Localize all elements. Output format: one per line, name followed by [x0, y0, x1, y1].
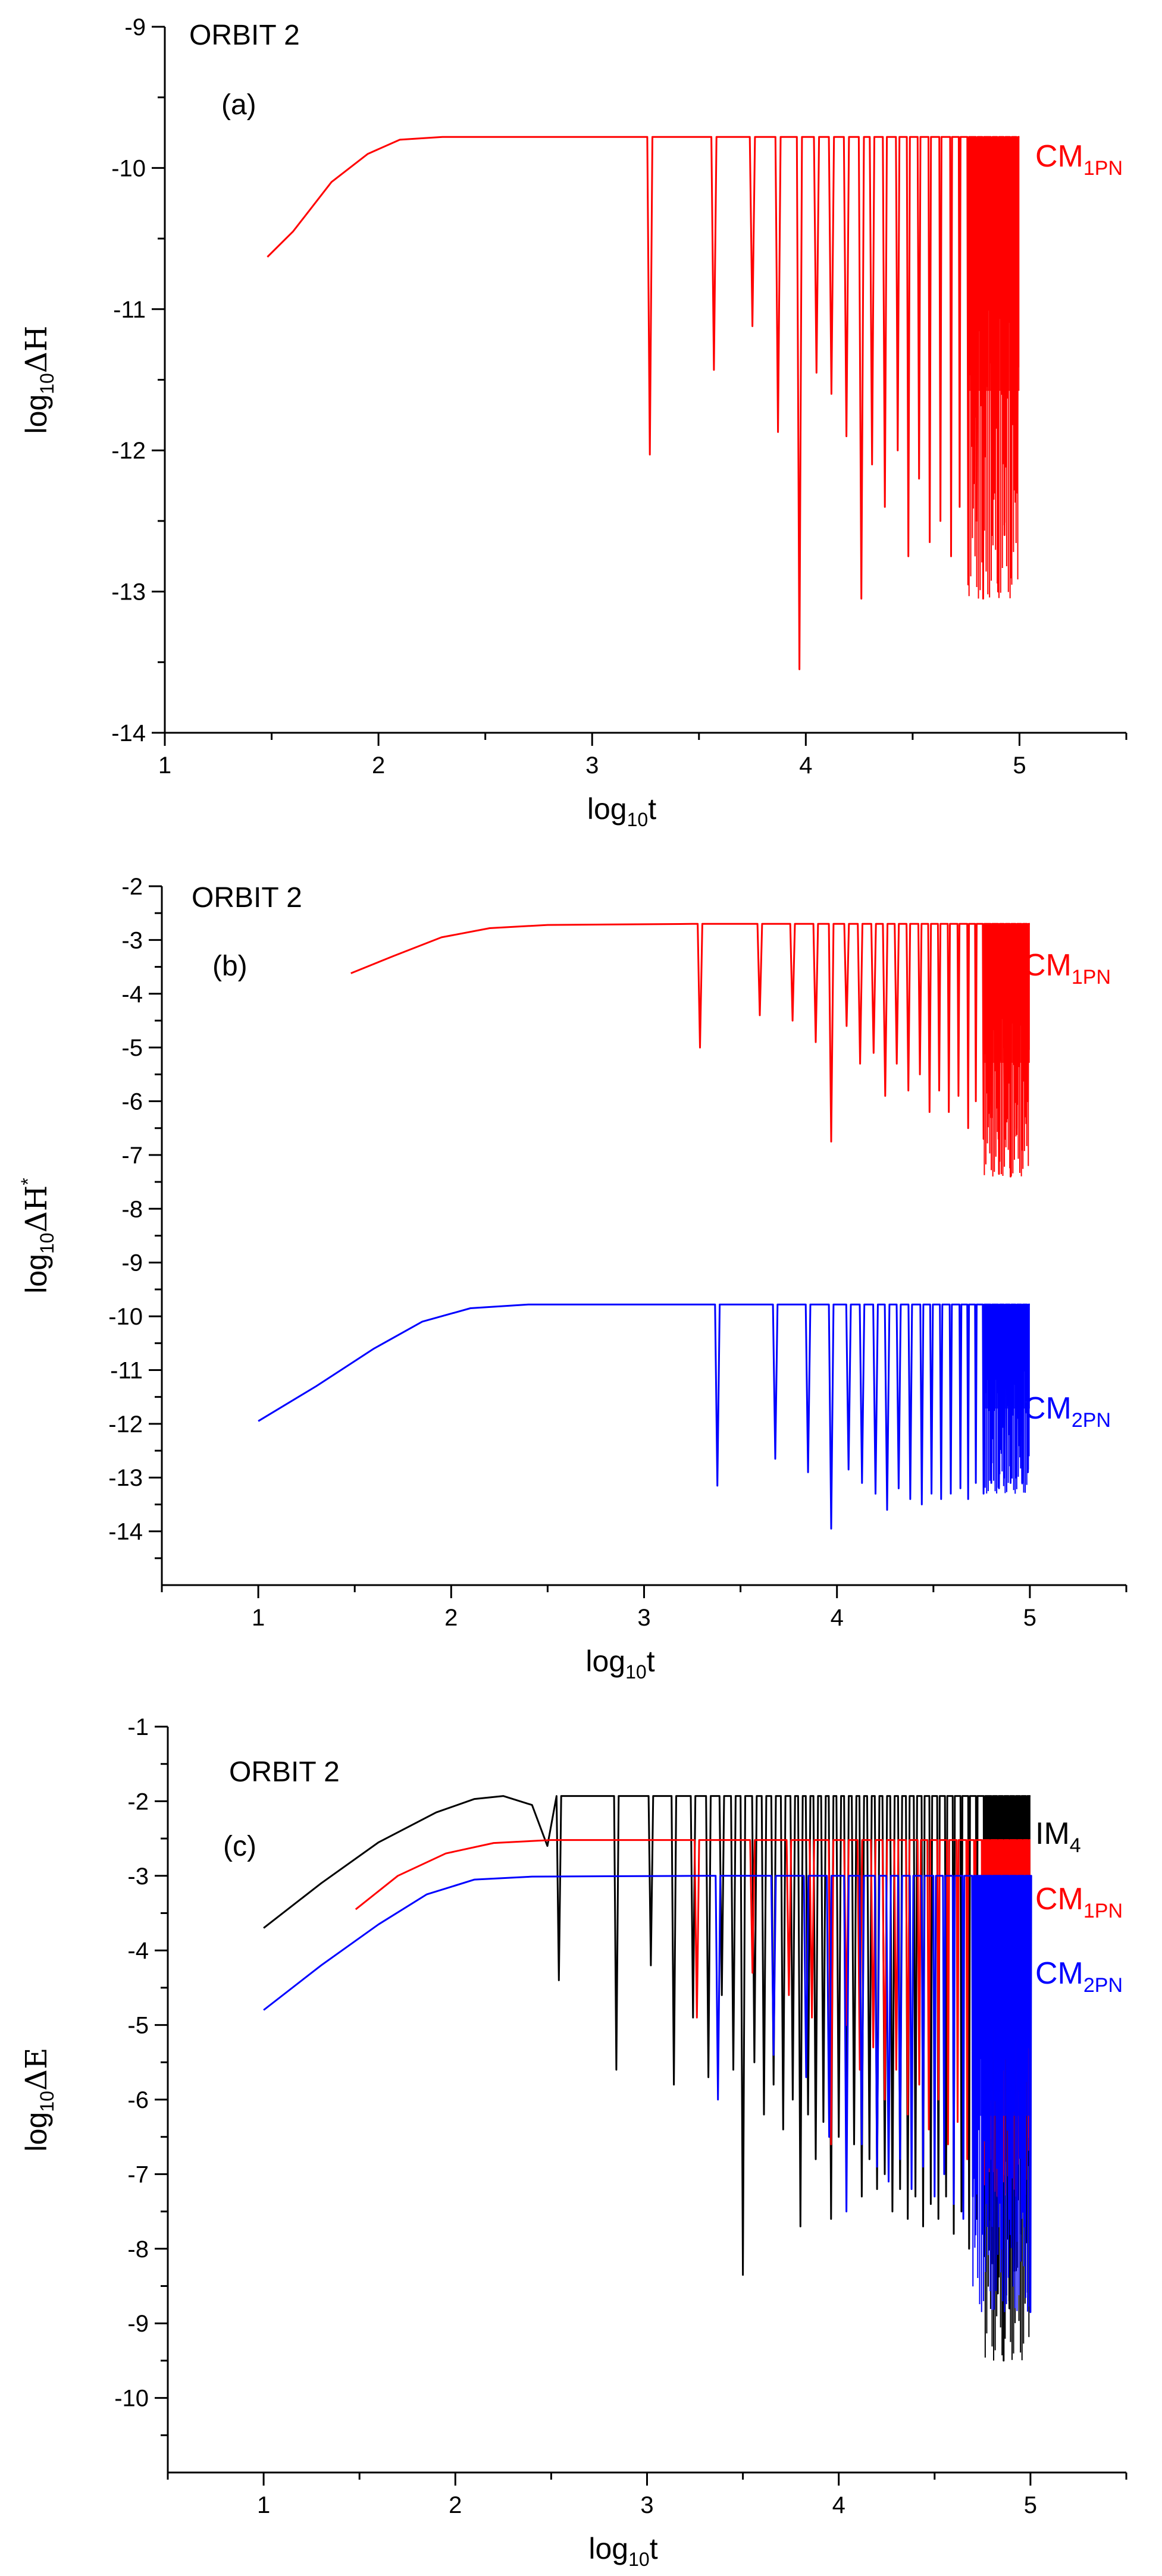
x-tick-label: 4 — [831, 1605, 844, 1631]
legend-label-CM1PN: CM1PN — [1035, 139, 1123, 180]
y-tick-label: -9 — [121, 1250, 143, 1276]
series-IM4-line — [263, 1795, 1031, 2362]
chart-title: ORBIT 2 — [189, 20, 300, 51]
chart-panel-b: 1 2 3 4 5 -2 -3 -4 -5 -6 -7 -8 -9 -10 -11 -12 -13 -14 log1… — [17, 874, 1127, 1683]
x-tick-label: 1 — [252, 1605, 265, 1631]
x-tick-label: 3 — [585, 752, 599, 779]
y-axis-label: log10ΔH* — [17, 1178, 58, 1294]
y-tick-label: -12 — [108, 1411, 143, 1438]
y-tick-label: -5 — [127, 2013, 149, 2039]
y-tick-label: -10 — [114, 2386, 149, 2412]
x-axis-label: log10t — [588, 2532, 657, 2570]
x-tick-label: 1 — [257, 2492, 270, 2518]
y-tick-label: -8 — [127, 2236, 149, 2263]
chart-title: ORBIT 2 — [229, 1756, 340, 1788]
chart-panel-a: 1 2 3 4 5 -9 -10 -11 -12 -13 -14 log10t log10ΔH ORBIT… — [19, 14, 1127, 830]
series-CM1PN — [267, 136, 1020, 670]
y-tick-label: -6 — [121, 1089, 143, 1115]
x-tick-label: 4 — [799, 752, 812, 779]
legend-label-IM4: IM4 — [1035, 1816, 1081, 1857]
series-CM2PN-line — [258, 1303, 1030, 1530]
y-tick-label: -4 — [127, 1938, 149, 1964]
series-IM4 — [263, 1795, 1031, 2362]
x-tick-label: 5 — [1024, 2492, 1037, 2518]
y-tick-label: -1 — [127, 1714, 149, 1740]
x-tick-label: 3 — [637, 1605, 650, 1631]
panel-label: (c) — [223, 1831, 256, 1862]
y-tick-label: -13 — [111, 579, 146, 605]
y-tick-label: -7 — [127, 2161, 149, 2188]
x-tick-label: 3 — [640, 2492, 653, 2518]
series-CM1PN-line — [267, 136, 1020, 670]
chart-title: ORBIT 2 — [192, 882, 302, 914]
y-axis-label: log10ΔE — [19, 2048, 58, 2152]
series-CM2PN — [263, 1875, 1032, 2313]
legend-label-CM2PN: CM2PN — [1023, 1391, 1111, 1432]
y-tick-label: -14 — [111, 720, 146, 746]
series-CM2PN — [258, 1303, 1030, 1530]
x-tick-label: 2 — [372, 752, 385, 779]
x-axis-label: log10t — [585, 1645, 654, 1683]
y-tick-label: -4 — [121, 981, 143, 1008]
legend-label-CM2PN: CM2PN — [1035, 1956, 1123, 1997]
y-tick-label: -11 — [110, 1357, 143, 1383]
x-tick-label: 2 — [449, 2492, 462, 2518]
x-tick-label: 4 — [832, 2492, 845, 2518]
y-tick-label: -11 — [113, 297, 146, 323]
y-tick-label: -2 — [121, 874, 143, 900]
y-tick-label: -10 — [108, 1304, 143, 1330]
y-tick-label: -2 — [127, 1789, 149, 1815]
y-axis-label: log10ΔH — [19, 325, 58, 434]
x-tick-label: 5 — [1023, 1605, 1036, 1631]
series-CM1PN-line — [355, 1839, 1031, 2198]
y-tick-label: -7 — [121, 1143, 143, 1169]
y-tick-label: -10 — [111, 155, 146, 181]
panel-label: (a) — [221, 89, 256, 121]
y-tick-label: -5 — [121, 1035, 143, 1061]
chart-panel-c: 1 2 3 4 5 -1 -2 -3 -4 -5 -6 -7 -8 -9 -10 log10t log10ΔE O… — [19, 1714, 1127, 2570]
y-tick-label: -9 — [124, 14, 146, 40]
legend-label-CM1PN: CM1PN — [1035, 1882, 1123, 1922]
series-CM2PN-line — [263, 1875, 1032, 2313]
y-tick-label: -6 — [127, 2087, 149, 2113]
y-tick-label: -9 — [127, 2311, 149, 2337]
y-tick-label: -12 — [111, 438, 146, 464]
y-tick-label: -3 — [127, 1863, 149, 1890]
x-axis-label: log10t — [587, 792, 656, 830]
y-tick-label: -14 — [108, 1519, 143, 1545]
x-tick-label: 2 — [444, 1605, 458, 1631]
x-tick-label: 5 — [1013, 752, 1026, 779]
x-tick-label: 1 — [158, 752, 171, 779]
legend-label-CM1PN: CM1PN — [1023, 948, 1111, 989]
y-tick-label: -3 — [121, 927, 143, 953]
series-CM1PN-line — [350, 923, 1030, 1178]
y-tick-label: -13 — [108, 1465, 143, 1491]
panel-label: (b) — [212, 950, 248, 982]
y-tick-label: -8 — [121, 1196, 143, 1222]
series-CM1PN — [350, 923, 1030, 1178]
